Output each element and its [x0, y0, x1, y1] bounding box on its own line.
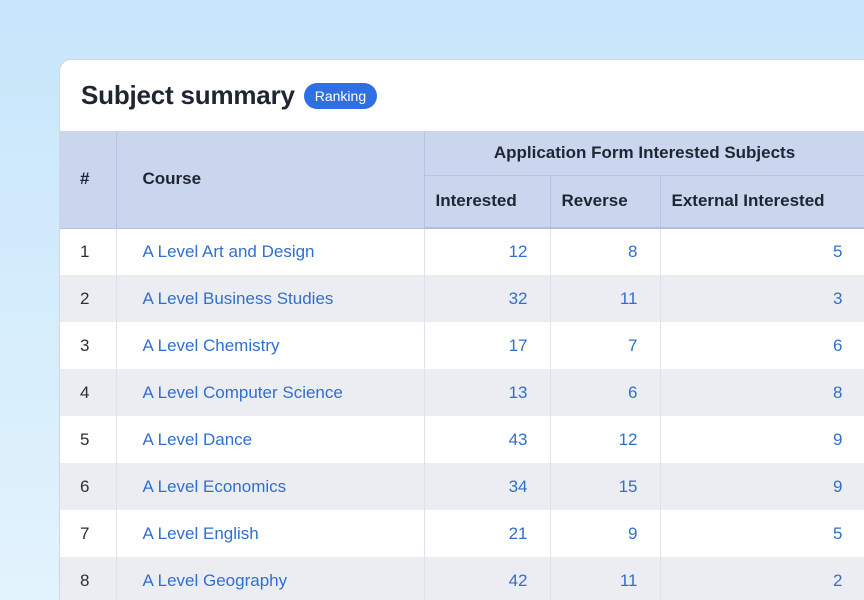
column-header-interested[interactable]: Interested [424, 175, 551, 229]
reverse-count-link[interactable]: 11 [619, 288, 638, 308]
card-header: Subject summary Ranking [60, 60, 864, 131]
reverse-count-link[interactable]: 8 [628, 242, 638, 261]
row-index: 8 [60, 557, 117, 600]
table-row: 6 A Level Economics 34 15 9 [60, 463, 864, 510]
external-interested-count-link[interactable]: 9 [833, 429, 843, 449]
column-header-index[interactable]: # [60, 131, 117, 229]
column-header-external-interested[interactable]: External Interested [660, 175, 864, 229]
external-interested-count-link[interactable]: 2 [833, 570, 843, 590]
reverse-count-link[interactable]: 11 [619, 570, 638, 590]
interested-count-link[interactable]: 12 [508, 242, 528, 261]
column-group-header: Application Form Interested Subjects [424, 131, 864, 176]
course-link[interactable]: A Level Geography [142, 570, 288, 590]
external-interested-count-link[interactable]: 8 [833, 382, 843, 402]
reverse-count-link[interactable]: 12 [618, 429, 638, 449]
row-index: 1 [60, 228, 117, 275]
external-interested-count-link[interactable]: 3 [833, 288, 843, 308]
interested-count-link[interactable]: 21 [508, 523, 528, 543]
row-index: 6 [60, 463, 117, 510]
subject-summary-card: Subject summary Ranking # Course Applica… [59, 59, 864, 600]
external-interested-count-link[interactable]: 5 [833, 242, 843, 261]
ranking-badge[interactable]: Ranking [303, 82, 378, 109]
interested-count-link[interactable]: 13 [508, 382, 528, 402]
interested-count-link[interactable]: 43 [508, 429, 528, 449]
table-row: 8 A Level Geography 42 11 2 [60, 557, 864, 600]
table-row: 7 A Level English 21 9 5 [60, 510, 864, 557]
interested-count-link[interactable]: 42 [508, 570, 528, 590]
column-header-reverse[interactable]: Reverse [550, 175, 661, 229]
course-link[interactable]: A Level Economics [142, 476, 287, 496]
course-link[interactable]: A Level Dance [142, 429, 253, 449]
row-index: 7 [60, 510, 117, 557]
interested-count-link[interactable]: 34 [508, 476, 528, 496]
table-header: # Course Application Form Interested Sub… [60, 131, 864, 229]
row-index: 4 [60, 369, 117, 416]
reverse-count-link[interactable]: 6 [628, 382, 638, 402]
external-interested-count-link[interactable]: 9 [833, 476, 843, 496]
external-interested-count-link[interactable]: 6 [833, 335, 843, 355]
course-link[interactable]: A Level Computer Science [142, 382, 343, 402]
course-link[interactable]: A Level Art and Design [142, 241, 315, 261]
reverse-count-link[interactable]: 9 [628, 523, 638, 543]
course-link[interactable]: A Level English [142, 523, 259, 543]
table-row: 4 A Level Computer Science 13 6 8 [60, 369, 864, 416]
row-index: 3 [60, 322, 117, 369]
subject-summary-table: # Course Application Form Interested Sub… [60, 131, 864, 600]
course-link[interactable]: A Level Business Studies [142, 288, 334, 308]
table-body: 1 A Level Art and Design 12 8 5 2 A Leve… [60, 228, 864, 600]
table-row: 5 A Level Dance 43 12 9 [60, 416, 864, 463]
reverse-count-link[interactable]: 7 [628, 335, 638, 355]
table-row: 1 A Level Art and Design 12 8 5 [60, 228, 864, 275]
interested-count-link[interactable]: 17 [508, 335, 528, 355]
column-header-course[interactable]: Course [116, 131, 425, 229]
interested-count-link[interactable]: 32 [508, 288, 528, 308]
card-title: Subject summary [81, 80, 295, 110]
reverse-count-link[interactable]: 15 [618, 476, 638, 496]
external-interested-count-link[interactable]: 5 [833, 523, 843, 543]
table-row: 2 A Level Business Studies 32 11 3 [60, 275, 864, 322]
row-index: 2 [60, 275, 117, 322]
row-index: 5 [60, 416, 117, 463]
course-link[interactable]: A Level Chemistry [142, 335, 280, 355]
table-row: 3 A Level Chemistry 17 7 6 [60, 322, 864, 369]
